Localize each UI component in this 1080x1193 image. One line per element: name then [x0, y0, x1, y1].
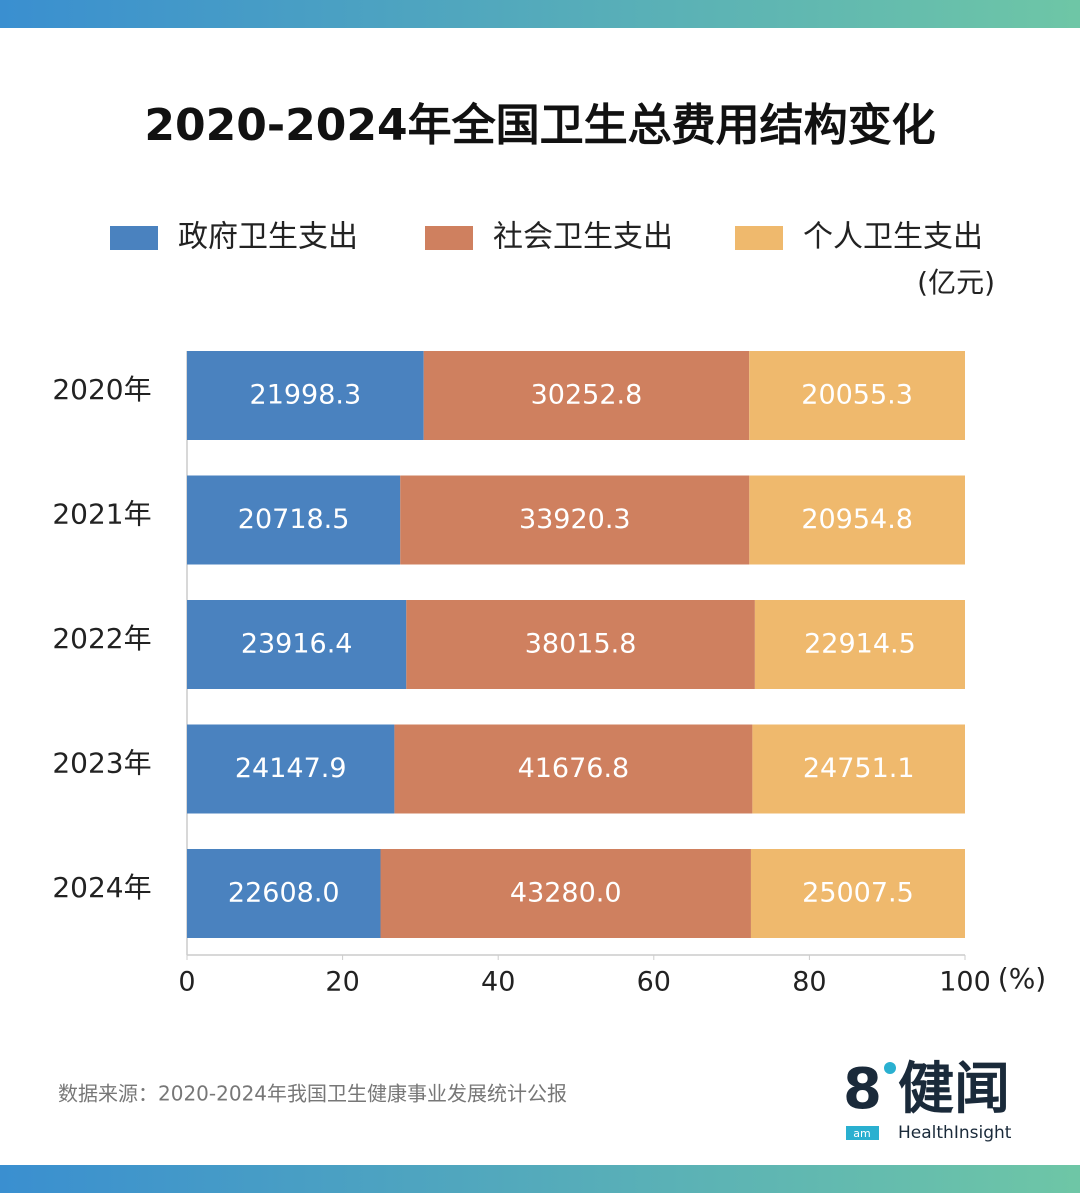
value-label: 25007.5 — [802, 878, 914, 909]
legend-label: 社会卫生支出 — [493, 220, 673, 255]
x-tick-label: 80 — [792, 967, 826, 998]
y-tick-label: 2020年 — [52, 373, 151, 406]
bar-segment — [423, 351, 750, 440]
x-tick-label: 20 — [325, 967, 359, 998]
y-tick-label: 2023年 — [52, 747, 151, 780]
value-label: 24147.9 — [235, 753, 347, 784]
value-label: 33920.3 — [519, 504, 631, 535]
bar-segment — [406, 600, 755, 689]
source-note: 数据来源：2020-2024年我国卫生健康事业发展统计公报 — [58, 1082, 567, 1106]
legend-label: 个人卫生支出 — [803, 220, 983, 255]
logo-badge: am — [853, 1127, 870, 1140]
chart-title: 2020-2024年全国卫生总费用结构变化 — [144, 100, 935, 151]
bottom-band — [0, 1165, 1080, 1193]
bar-segment — [187, 849, 381, 938]
value-label: 22914.5 — [804, 629, 916, 660]
x-tick-label: 40 — [481, 967, 515, 998]
y-tick-label: 2024年 — [52, 871, 151, 904]
value-label: 24751.1 — [803, 753, 915, 784]
value-label: 23916.4 — [241, 629, 353, 660]
bar-segment — [187, 475, 401, 565]
bar-segment — [752, 724, 965, 814]
bar-segment — [187, 351, 424, 440]
logo-dot — [884, 1062, 896, 1074]
bar-segment — [749, 475, 965, 565]
value-label: 20954.8 — [801, 504, 913, 535]
value-label: 21998.3 — [250, 380, 362, 411]
value-label: 20055.3 — [801, 380, 913, 411]
legend-swatch — [425, 226, 473, 250]
y-tick-label: 2021年 — [52, 498, 151, 531]
value-label: 38015.8 — [525, 629, 637, 660]
logo-badge-bg — [846, 1126, 879, 1140]
x-tick-label: 100 — [939, 967, 991, 998]
legend-swatch — [110, 226, 158, 250]
bar-segment — [380, 849, 751, 938]
x-axis-label: (%) — [998, 962, 1046, 995]
bar-segment — [750, 849, 965, 938]
value-label: 41676.8 — [518, 753, 630, 784]
bar-segment — [187, 724, 395, 814]
logo-mark: 8 — [843, 1057, 882, 1122]
bar-segment — [749, 351, 965, 440]
legend-swatch — [735, 226, 783, 250]
unit-label: (亿元) — [917, 266, 995, 299]
value-label: 43280.0 — [510, 878, 622, 909]
value-label: 20718.5 — [238, 504, 350, 535]
logo: 8 am 健闻 HealthInsight — [843, 1057, 1012, 1143]
x-tick-label: 60 — [637, 967, 671, 998]
top-band — [0, 0, 1080, 28]
x-tick-label: 0 — [178, 967, 195, 998]
bar-segment — [754, 600, 965, 689]
bar-segment — [187, 600, 407, 689]
bar-segment — [400, 475, 750, 565]
logo-name: 健闻 — [898, 1057, 1010, 1122]
y-tick-label: 2022年 — [52, 622, 151, 655]
legend-label: 政府卫生支出 — [178, 220, 358, 255]
bar-segment — [394, 724, 753, 814]
value-label: 30252.8 — [531, 380, 643, 411]
logo-sub: HealthInsight — [898, 1123, 1012, 1143]
value-label: 22608.0 — [228, 878, 340, 909]
